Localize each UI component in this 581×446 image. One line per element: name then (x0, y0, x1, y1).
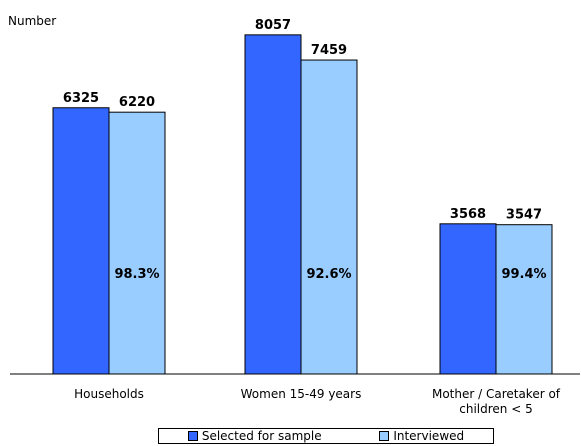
legend: Selected for sample Interviewed (158, 428, 494, 444)
bar-interviewed-1 (300, 59, 358, 375)
value-label-interviewed-0: 6220 (119, 95, 155, 110)
bar-selected-2 (439, 223, 497, 375)
category-label-0: Households (74, 387, 144, 401)
legend-label-selected: Selected for sample (201, 429, 322, 443)
bar-interviewed-0 (108, 111, 166, 375)
value-label-selected-0: 6325 (63, 91, 99, 106)
labels-group: 6325 6220 98.3% 8057 7459 92.6% 3568 3547 99.4% (63, 18, 547, 282)
bar-selected-0 (52, 107, 110, 375)
bar-interviewed-2 (495, 224, 553, 375)
value-label-interviewed-2: 3547 (506, 208, 542, 223)
y-axis-label: Number (8, 14, 57, 28)
legend-item-selected: Selected for sample (187, 429, 322, 443)
bar-selected-1 (244, 34, 302, 375)
legend-swatch-interviewed (379, 431, 390, 441)
category-label-2-line1: children < 5 (459, 402, 532, 416)
legend-item-interviewed: Interviewed (379, 429, 464, 443)
bars-group (52, 34, 553, 375)
category-label-1: Women 15-49 years (241, 387, 362, 401)
value-label-interviewed-1: 7459 (311, 43, 347, 58)
category-label-2-line0: Mother / Caretaker of (432, 387, 561, 401)
value-label-selected-2: 3568 (450, 207, 486, 222)
percent-annotation-1: 92.6% (306, 267, 351, 282)
percent-annotation-0: 98.3% (114, 267, 159, 282)
percent-annotation-2: 99.4% (501, 267, 546, 282)
legend-swatch-selected (187, 431, 198, 441)
category-labels: Households Women 15-49 years Mother / Care… (74, 387, 561, 416)
value-label-selected-1: 8057 (255, 18, 291, 33)
legend-label-interviewed: Interviewed (393, 429, 465, 443)
